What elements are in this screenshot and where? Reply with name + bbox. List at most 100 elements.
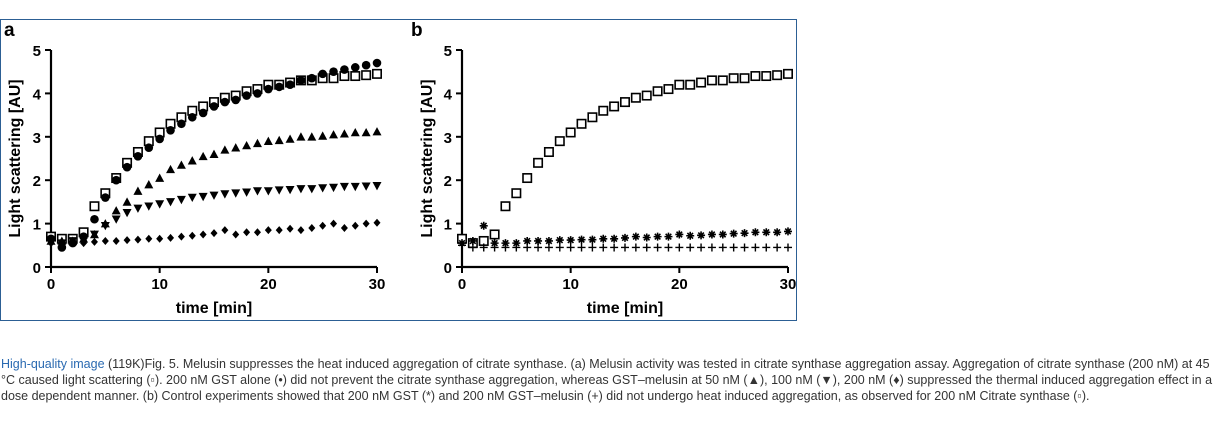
- data-point-circle: [198, 108, 208, 118]
- data-point-square: [511, 188, 522, 199]
- y-tick-label: 3: [444, 130, 452, 147]
- data-point-square: [565, 127, 576, 138]
- x-tick-label: 30: [369, 276, 386, 293]
- data-point-square: [522, 173, 533, 184]
- y-axis-label: Light scattering [AU]: [7, 79, 24, 237]
- data-point-circle: [264, 84, 273, 94]
- data-point-asterisk: [501, 239, 510, 248]
- data-point-triangle-down: [339, 182, 349, 192]
- panel-label-a: a: [4, 20, 15, 41]
- y-tick-label: 4: [33, 86, 42, 103]
- high-quality-image-link[interactable]: High-quality image: [1, 357, 105, 371]
- data-point-square: [641, 90, 652, 101]
- data-point-asterisk: [707, 230, 716, 239]
- data-point-triangle-up: [274, 135, 284, 145]
- data-point-diamond: [101, 236, 109, 245]
- data-point-square: [554, 136, 565, 147]
- y-tick-label: 0: [33, 260, 41, 277]
- data-point-asterisk: [642, 233, 651, 242]
- data-point-triangle-up: [155, 173, 165, 182]
- data-point-square: [782, 68, 793, 79]
- data-point-square: [500, 201, 511, 212]
- data-point-circle: [350, 63, 360, 72]
- data-point-asterisk: [718, 230, 727, 239]
- data-point-triangle-up: [242, 140, 252, 150]
- data-point-asterisk: [468, 236, 477, 245]
- data-point-plus: [697, 243, 706, 252]
- data-point-triangle-up: [144, 180, 154, 189]
- data-point-triangle-up: [350, 127, 360, 137]
- data-point-asterisk: [577, 235, 586, 244]
- data-point-triangle-up: [231, 143, 241, 152]
- data-point-diamond: [80, 239, 88, 248]
- data-point-square: [630, 92, 641, 103]
- y-tick-label: 2: [33, 173, 41, 190]
- data-point-circle: [329, 67, 338, 76]
- data-point-triangle-down: [166, 198, 176, 207]
- data-point-asterisk: [512, 239, 521, 248]
- data-point-square: [728, 73, 739, 84]
- data-point-plus: [610, 243, 619, 252]
- data-point-plus: [631, 243, 640, 252]
- data-point-triangle-up: [133, 186, 143, 195]
- data-point-square: [685, 79, 696, 90]
- y-tick-label: 5: [444, 43, 452, 60]
- data-point-circle: [155, 134, 164, 144]
- data-point-diamond: [340, 223, 348, 232]
- data-point-triangle-down: [350, 182, 360, 192]
- data-point-square: [706, 75, 717, 86]
- data-point-circle: [177, 119, 186, 129]
- data-point-triangle-down: [100, 221, 110, 231]
- data-point-triangle-down: [296, 185, 306, 194]
- x-tick-label: 10: [151, 276, 168, 293]
- x-tick-label: 0: [47, 276, 55, 293]
- data-point-circle: [372, 58, 382, 68]
- data-point-triangle-down: [318, 184, 328, 193]
- data-point-plus: [566, 243, 575, 252]
- data-point-square: [371, 68, 382, 79]
- data-point-triangle-up: [318, 131, 328, 140]
- data-point-triangle-down: [144, 202, 154, 211]
- data-point-asterisk: [653, 232, 662, 241]
- data-point-triangle-down: [252, 187, 262, 196]
- data-point-triangle-down: [122, 208, 132, 218]
- data-point-square: [89, 201, 100, 212]
- data-point-triangle-up: [220, 145, 230, 154]
- data-point-square: [717, 75, 728, 86]
- data-point-circle: [231, 95, 241, 105]
- data-point-square: [533, 157, 544, 168]
- data-point-asterisk: [729, 229, 738, 238]
- data-point-circle: [90, 214, 99, 224]
- data-point-plus: [675, 243, 684, 252]
- y-tick-label: 0: [444, 260, 452, 277]
- data-point-plus: [588, 243, 597, 252]
- data-point-plus: [544, 243, 553, 252]
- data-point-triangle-down: [133, 204, 143, 213]
- data-point-asterisk: [523, 236, 532, 245]
- data-point-triangle-down: [187, 193, 197, 203]
- data-point-plus: [468, 243, 477, 252]
- data-point-triangle-down: [372, 182, 382, 191]
- y-tick-label: 1: [444, 217, 452, 234]
- data-point-triangle-up: [329, 130, 339, 139]
- data-point-diamond: [351, 221, 359, 230]
- data-point-triangle-up: [296, 132, 306, 141]
- data-point-diamond: [308, 223, 316, 232]
- data-point-circle: [361, 60, 371, 70]
- data-point-plus: [718, 243, 727, 252]
- data-point-diamond: [286, 224, 294, 233]
- data-point-asterisk: [479, 221, 488, 230]
- data-point-square: [619, 97, 630, 108]
- data-point-square: [350, 71, 361, 82]
- data-point-plus: [762, 243, 771, 252]
- data-point-square: [663, 84, 674, 95]
- data-point-circle: [166, 125, 175, 135]
- data-point-triangle-down: [220, 190, 230, 199]
- data-point-triangle-down: [209, 191, 219, 200]
- data-point-asterisk: [610, 234, 619, 243]
- data-point-triangle-up: [252, 138, 262, 148]
- y-tick-label: 2: [444, 173, 452, 190]
- data-point-triangle-down: [198, 192, 208, 202]
- data-point-asterisk: [534, 236, 543, 245]
